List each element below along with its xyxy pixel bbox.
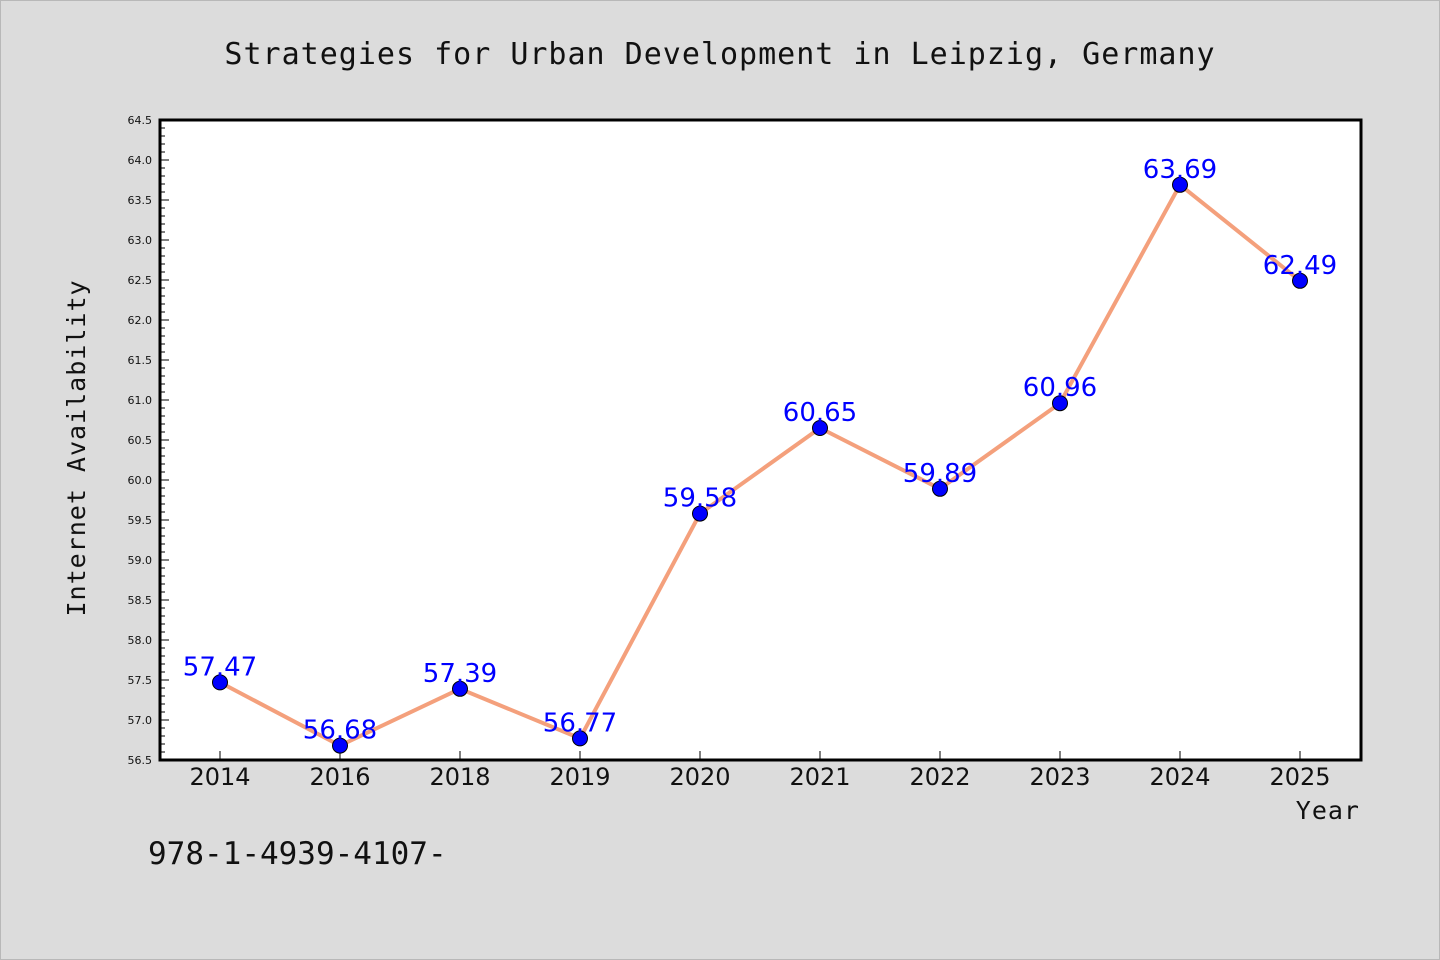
x-tick-label: 2016 [309,763,370,791]
chart-title: Strategies for Urban Development in Leip… [224,37,1215,72]
data-point [1052,395,1068,412]
data-point [452,680,468,697]
data-labels-group: 57.47 56.68 57.39 56.77 59.58 60.65 59.89 60.96… [183,155,1337,746]
data-point [1292,272,1308,289]
x-tick-label: 2022 [909,763,970,791]
x-tick-label: 2025 [1269,763,1330,791]
data-label: 63.69 [1143,155,1217,185]
data-point [812,420,828,436]
isbn-footer-text: 978-1-4939-4107- [148,836,447,872]
plot-area [158,118,1363,762]
x-tick-label: 2021 [789,763,850,791]
y-tick-label: 64.0 [128,154,153,167]
y-tick-label: 59.0 [128,554,153,567]
x-axis: 2014 2016 2018 2019 2020 2021 2022 2023 2024 2025 [189,751,1331,791]
data-point [572,730,588,747]
data-label: 60.96 [1023,373,1097,403]
y-tick-label: 63.0 [128,234,153,247]
data-label: 59.89 [903,459,977,489]
y-tick-label: 64.5 [128,114,153,127]
data-label: 62.49 [1263,251,1337,281]
y-tick-label: 57.0 [128,714,153,727]
data-label: 56.68 [303,716,377,746]
x-tick-label: 2018 [429,763,490,791]
data-label: 57.47 [183,652,257,682]
y-tick-label: 58.5 [128,594,153,607]
x-tick-label: 2019 [549,763,610,791]
y-tick-label: 58.0 [128,634,153,647]
x-tick-label: 2014 [189,763,250,791]
data-label: 59.58 [663,484,737,514]
data-point [332,737,348,754]
y-tick-label: 60.0 [128,474,153,487]
x-axis-title: Year [1296,796,1360,825]
y-axis: 56.5 57.0 57.5 58.0 58.5 59.0 59.5 60.0 60.5 61.0… [128,114,169,767]
data-point [1172,176,1188,193]
markers-group [212,176,1308,754]
y-tick-label: 62.5 [128,274,153,287]
y-tick-label: 61.0 [128,394,153,407]
y-tick-label: 61.5 [128,354,153,367]
y-tick-label: 56.5 [128,754,153,767]
data-label: 57.39 [423,659,497,689]
data-point [932,480,948,497]
data-point [692,505,708,522]
data-label: 56.77 [543,708,617,738]
series-line-group [219,182,1302,748]
x-tick-label: 2023 [1029,763,1090,791]
y-tick-label: 62.0 [128,314,153,327]
series-line [219,182,1302,748]
data-label: 60.65 [783,398,857,428]
y-tick-label: 57.5 [128,674,153,687]
y-tick-label: 60.5 [128,434,153,447]
x-tick-label: 2024 [1149,763,1210,791]
y-tick-label: 59.5 [128,514,153,527]
data-point [212,674,228,691]
x-tick-label: 2020 [669,763,730,791]
y-tick-label: 63.5 [128,194,153,207]
y-axis-title: Internet Availability [62,279,91,616]
